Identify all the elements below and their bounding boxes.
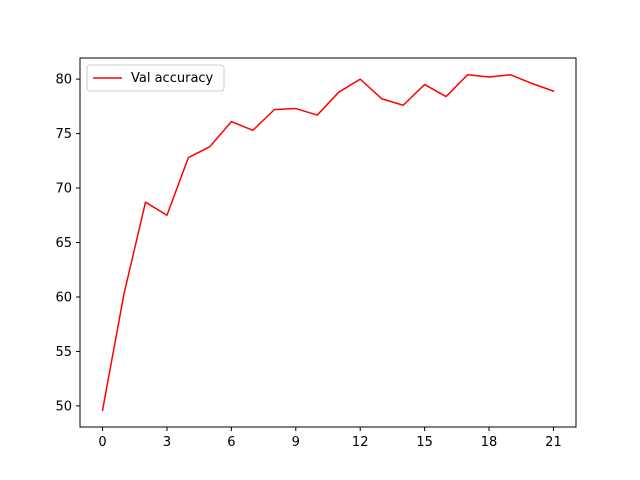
x-tick-label: 12 [352, 435, 369, 450]
x-tick-label: 9 [292, 435, 300, 450]
x-tick-label: 6 [227, 435, 235, 450]
y-tick-label: 80 [55, 73, 72, 88]
plot-background [80, 58, 576, 427]
x-tick-label: 21 [545, 435, 562, 450]
y-tick-label: 75 [55, 127, 72, 142]
y-tick-label: 65 [55, 236, 72, 251]
legend-label-val-accuracy: Val accuracy [131, 71, 214, 86]
x-axis-ticks: 0 3 6 9 12 15 18 21 [98, 427, 562, 450]
y-tick-label: 70 [55, 182, 72, 197]
x-tick-label: 0 [98, 435, 106, 450]
series-layer [101, 74, 555, 412]
legend: Val accuracy [86, 64, 225, 92]
legend-box [86, 64, 225, 92]
x-tick-label: 18 [481, 435, 498, 450]
x-tick-label: 15 [416, 435, 433, 450]
y-tick-label: 60 [55, 290, 72, 305]
y-tick-label: 55 [55, 345, 72, 360]
series-line-val-accuracy [101, 74, 555, 412]
plot-frame [79, 57, 577, 428]
x-tick-label: 3 [163, 435, 171, 450]
y-tick-label: 50 [55, 399, 72, 414]
y-axis-ticks: 50 55 60 65 70 75 80 [55, 73, 80, 414]
